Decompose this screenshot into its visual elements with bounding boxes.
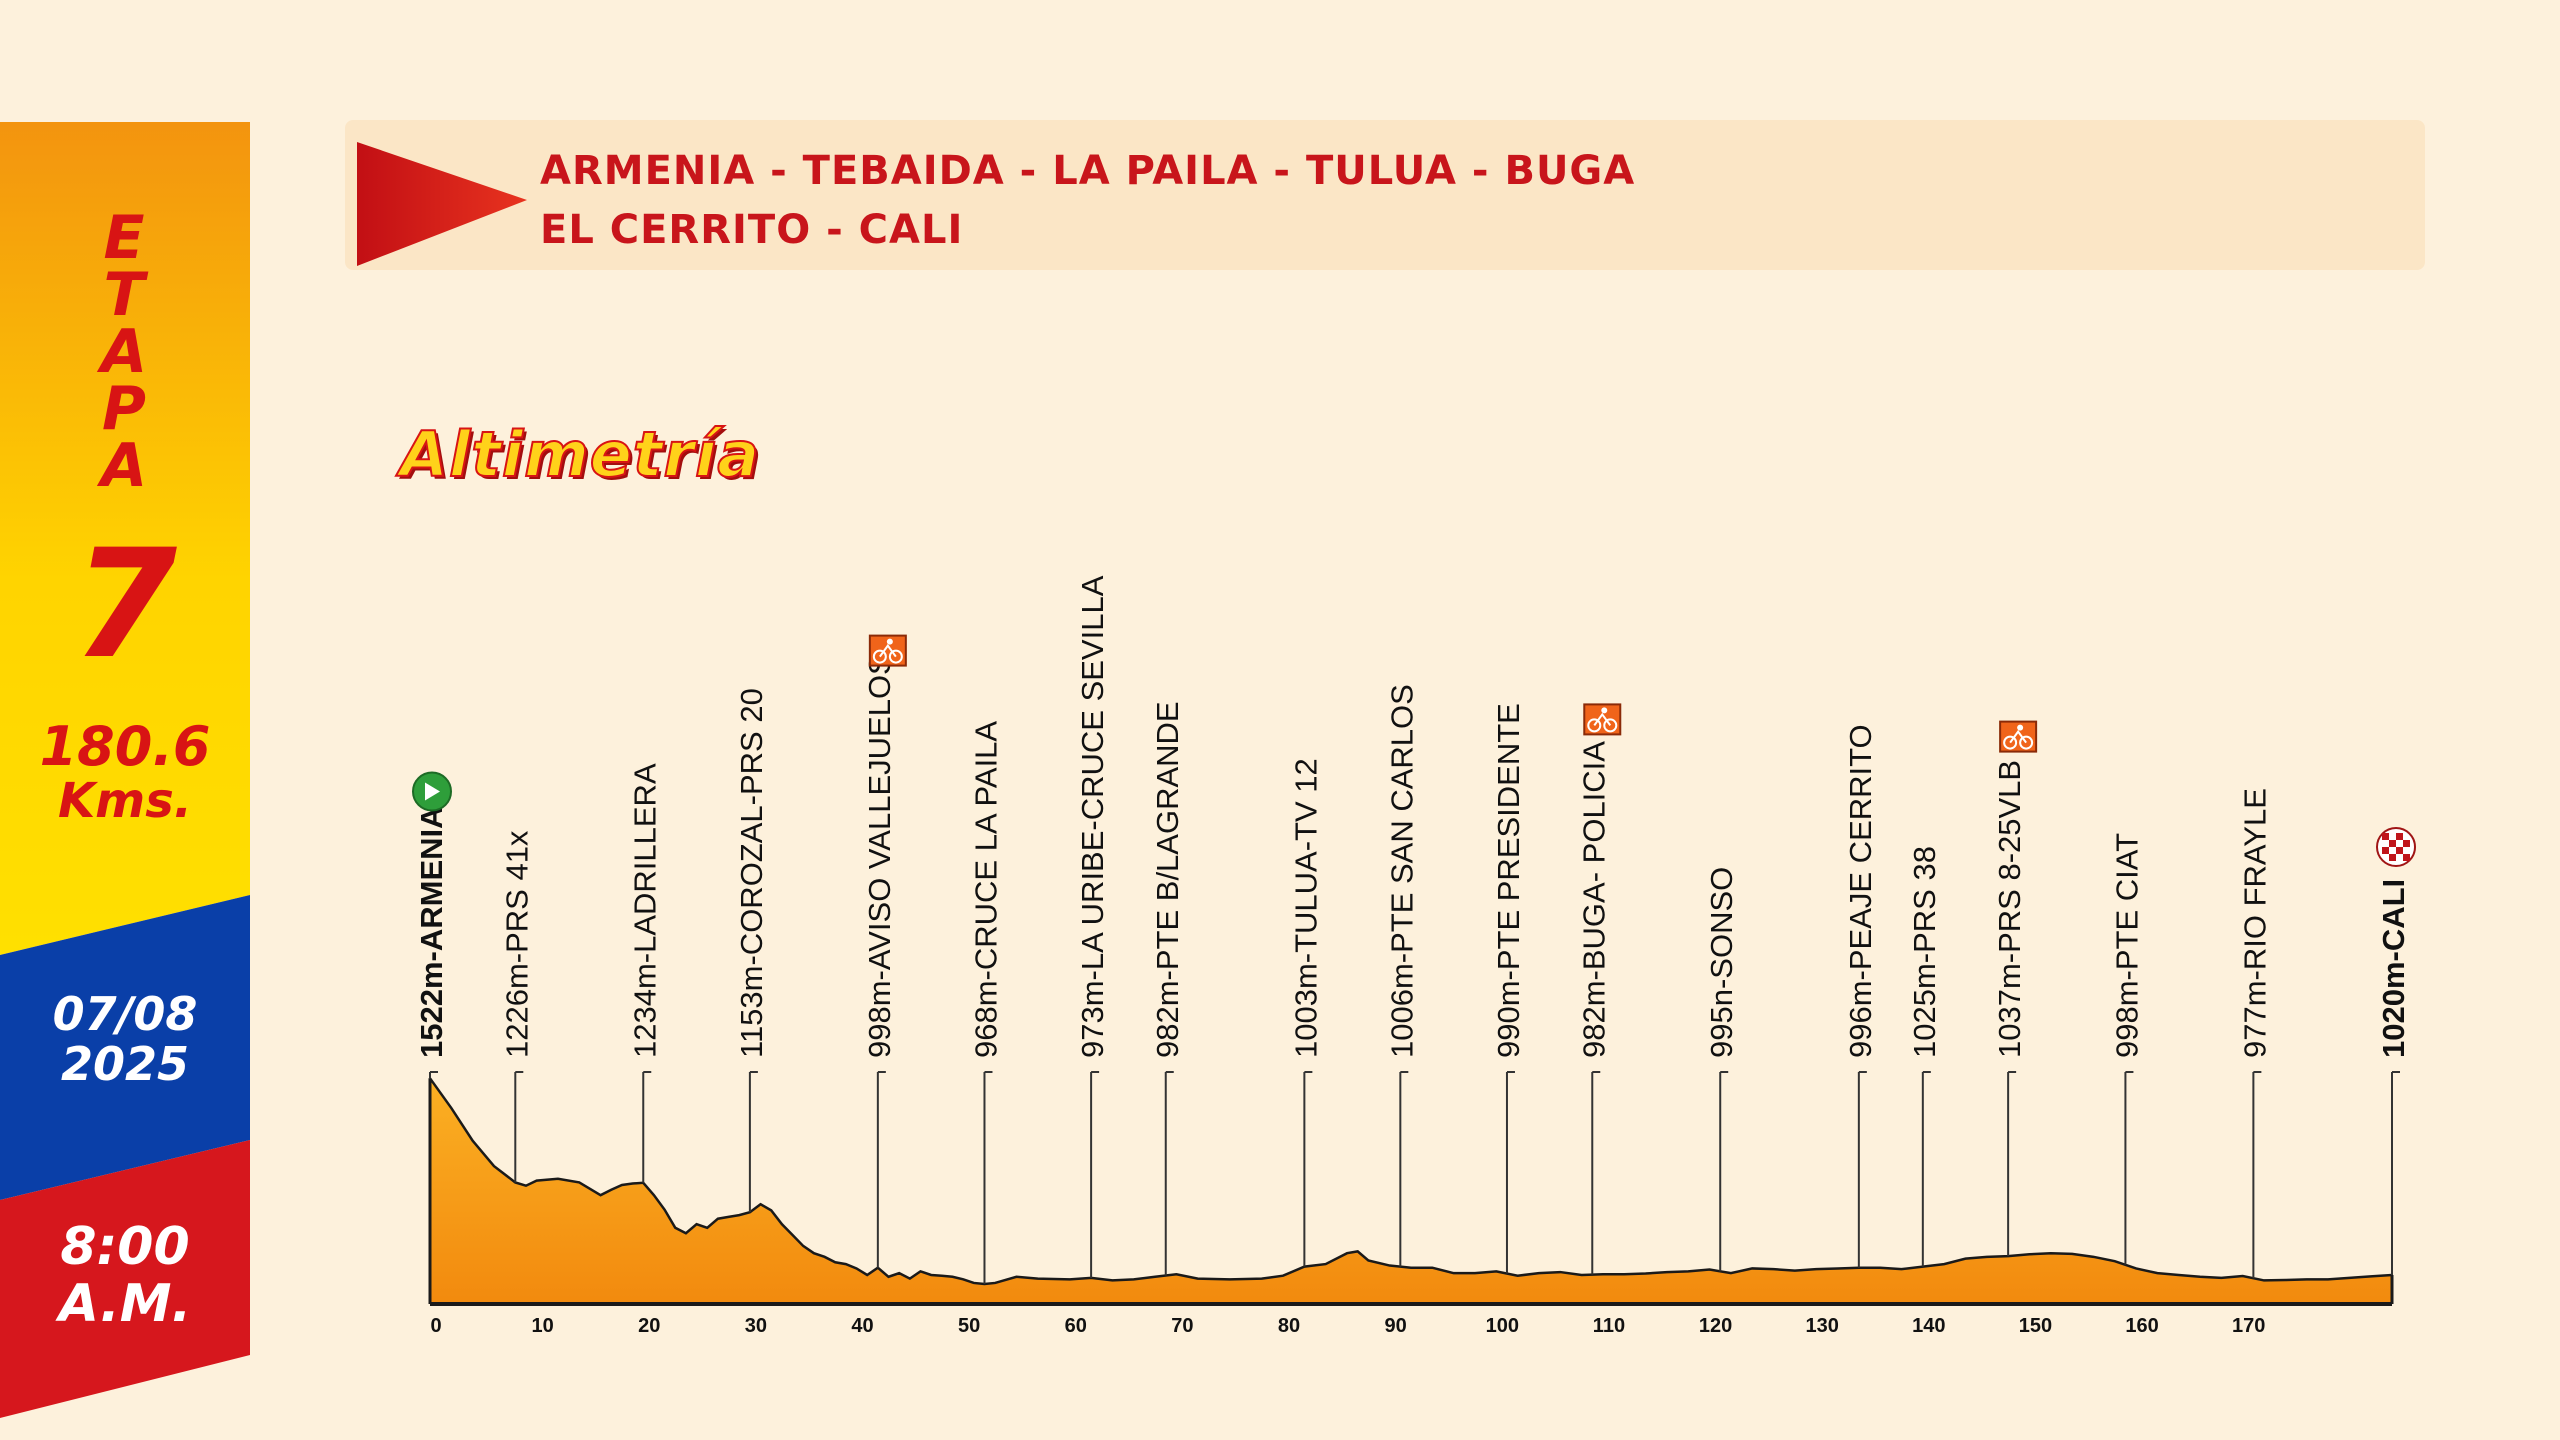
waypoint-label: 996m-PEAJE CERRITO — [1843, 724, 1878, 1058]
stage-date-day: 07/08 — [52, 987, 198, 1041]
waypoint-marker: 990m-PTE PRESIDENTE — [1491, 703, 1526, 1274]
x-tick-label: 80 — [1278, 1315, 1300, 1337]
waypoint-marker: 1020m-CALI — [2376, 827, 2416, 1275]
x-tick-label: 70 — [1171, 1315, 1193, 1337]
route-line-2: EL CERRITO - CALI — [540, 207, 964, 253]
x-tick-label: 120 — [1699, 1315, 1732, 1337]
waypoint-label: 1025m-PRS 38 — [1907, 846, 1942, 1058]
route-line-1: ARMENIA - TEBAIDA - LA PAILA - TULUA - B… — [540, 148, 1636, 194]
waypoint-label: 968m-CRUCE LA PAILA — [968, 721, 1003, 1058]
waypoint-marker: 977m-RIO FRAYLE — [2237, 788, 2272, 1279]
waypoint-label: 977m-RIO FRAYLE — [2237, 788, 2272, 1058]
waypoint-marker: 995n-SONSO — [1704, 867, 1739, 1272]
x-tick-label: 100 — [1486, 1315, 1519, 1337]
waypoint-marker: 982m-BUGA- POLICIA — [1576, 703, 1622, 1275]
waypoint-marker: 1037m-PRS 8-25VLB — [1992, 720, 2038, 1257]
start-play-icon — [412, 771, 452, 812]
route-panel — [345, 120, 2425, 270]
altimetry-title: Altimetría — [399, 417, 761, 492]
x-tick-label: 90 — [1385, 1315, 1407, 1337]
waypoint-label: 982m-BUGA- POLICIA — [1576, 741, 1611, 1058]
x-tick-label: 0 — [430, 1315, 441, 1337]
banner-red-band — [0, 1140, 250, 1418]
waypoint-label: 1153m-COROZAL-PRS 20 — [734, 688, 769, 1058]
waypoint-label: 995n-SONSO — [1704, 867, 1739, 1058]
banner-yellow-band — [0, 122, 250, 955]
x-tick-label: 140 — [1912, 1315, 1945, 1337]
waypoint-label: 1522m-ARMENIA — [414, 806, 449, 1058]
x-tick-label: 40 — [851, 1315, 873, 1337]
stage-distance: 180.6 — [39, 715, 211, 778]
waypoint-marker: 998m-AVISO VALLEJUELOS — [862, 634, 907, 1268]
waypoint-marker: 1234m-LADRILLERA — [627, 763, 662, 1183]
route-arrow-icon — [357, 142, 527, 266]
waypoint-label: 1226m-PRS 41x — [499, 830, 534, 1058]
waypoint-label: 1234m-LADRILLERA — [627, 763, 662, 1058]
stage-number: 7 — [72, 518, 178, 692]
cyclist-sprint-icon — [868, 634, 907, 667]
waypoint-label: 998m-PTE CIAT — [2109, 833, 2144, 1058]
waypoint-marker: 1003m-TULUA-TV 12 — [1288, 758, 1323, 1267]
waypoint-label: 1006m-PTE SAN CARLOS — [1384, 684, 1419, 1058]
x-tick-label: 110 — [1593, 1315, 1625, 1337]
waypoint-marker: 998m-PTE CIAT — [2109, 833, 2144, 1265]
x-tick-label: 150 — [2019, 1315, 2052, 1337]
x-tick-label: 170 — [2232, 1315, 2265, 1337]
waypoint-label: 1020m-CALI — [2376, 879, 2411, 1058]
x-tick-label: 20 — [638, 1315, 660, 1337]
stage-label: E T A P A — [100, 203, 150, 501]
banner-blue-band — [0, 895, 250, 1200]
waypoint-label: 998m-AVISO VALLEJUELOS — [862, 654, 897, 1058]
waypoint-label: 990m-PTE PRESIDENTE — [1491, 703, 1526, 1058]
waypoint-marker: 1226m-PRS 41x — [499, 830, 534, 1183]
waypoint-marker: 982m-PTE B/LAGRANDE — [1150, 701, 1185, 1276]
x-tick-label: 30 — [745, 1315, 767, 1337]
waypoint-marker: 1522m-ARMENIA — [412, 771, 452, 1079]
waypoint-marker: 968m-CRUCE LA PAILA — [968, 721, 1003, 1285]
x-tick-label: 130 — [1806, 1315, 1839, 1337]
elevation-area — [430, 1078, 2392, 1304]
cyclist-sprint-icon — [1583, 703, 1622, 736]
cyclist-sprint-icon — [1999, 720, 2038, 753]
waypoint-label: 973m-LA URIBE-CRUCE SEVILLA — [1075, 575, 1110, 1058]
x-tick-label: 160 — [2125, 1315, 2158, 1337]
waypoint-label: 1003m-TULUA-TV 12 — [1288, 758, 1323, 1058]
waypoint-marker: 1025m-PRS 38 — [1907, 846, 1942, 1267]
x-tick-label: 10 — [532, 1315, 554, 1337]
elevation-line — [428, 1077, 2393, 1286]
stage-distance-unit: Kms. — [57, 773, 192, 829]
stage-start-time: 8:00 — [60, 1217, 190, 1277]
waypoint-marker: 1006m-PTE SAN CARLOS — [1384, 684, 1419, 1267]
waypoint-label: 982m-PTE B/LAGRANDE — [1150, 701, 1185, 1058]
waypoint-marker: 996m-PEAJE CERRITO — [1843, 724, 1878, 1268]
stage-start-time-period: A.M. — [58, 1274, 192, 1334]
finish-flag-icon — [2376, 827, 2416, 867]
x-tick-label: 50 — [958, 1315, 980, 1337]
waypoint-marker: 973m-LA URIBE-CRUCE SEVILLA — [1075, 575, 1110, 1278]
stage-date-year: 2025 — [60, 1037, 190, 1091]
x-tick-label: 60 — [1065, 1315, 1087, 1337]
waypoint-marker: 1153m-COROZAL-PRS 20 — [734, 688, 769, 1213]
waypoint-label: 1037m-PRS 8-25VLB — [1992, 760, 2027, 1058]
stage-banner — [0, 122, 250, 1418]
